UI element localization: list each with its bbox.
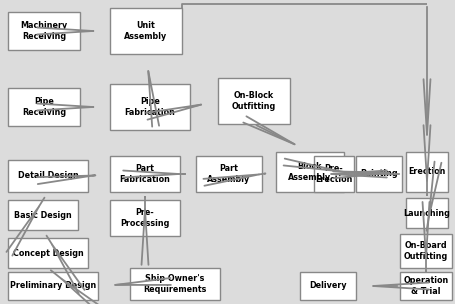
Bar (275, 152, 343, 192)
Text: Part
Fabrication: Part Fabrication (119, 164, 170, 184)
Text: Painting: Painting (359, 170, 397, 178)
Bar (405, 152, 447, 192)
Bar (196, 156, 262, 192)
Text: Concept Design: Concept Design (13, 248, 83, 257)
Bar (405, 198, 447, 228)
Bar (399, 234, 451, 268)
Bar (110, 8, 182, 54)
Text: Machinery
Receiving: Machinery Receiving (20, 21, 67, 41)
Text: Operation
& Trial: Operation & Trial (403, 276, 448, 296)
Text: Part
Assembly: Part Assembly (207, 164, 250, 184)
Text: Block
Assembly: Block Assembly (288, 162, 331, 182)
Bar (110, 200, 180, 236)
Bar (8, 272, 98, 300)
Text: Ship Owner's
Requirements: Ship Owner's Requirements (143, 274, 206, 294)
Text: Preliminary Design: Preliminary Design (10, 282, 96, 291)
Text: Pre-
Processing: Pre- Processing (120, 208, 169, 228)
Bar (355, 156, 401, 192)
Text: Launching: Launching (403, 209, 450, 217)
Bar (217, 78, 289, 124)
Text: Pre-
Erection: Pre- Erection (314, 164, 352, 184)
Text: Pipe
Fabrication: Pipe Fabrication (124, 97, 175, 117)
Text: Detail Design: Detail Design (18, 171, 78, 181)
Bar (8, 160, 88, 192)
Bar (399, 272, 451, 300)
Text: Erection: Erection (407, 168, 445, 177)
Bar (8, 88, 80, 126)
Bar (8, 238, 88, 268)
Text: Unit
Assembly: Unit Assembly (124, 21, 167, 41)
Bar (110, 84, 190, 130)
Text: Basic Design: Basic Design (14, 210, 72, 219)
Text: On-Board
Outfitting: On-Board Outfitting (403, 241, 447, 261)
Text: Pipe
Receiving: Pipe Receiving (22, 97, 66, 117)
Bar (130, 268, 219, 300)
Bar (299, 272, 355, 300)
Bar (110, 156, 180, 192)
Text: On-Block
Outfitting: On-Block Outfitting (231, 91, 276, 111)
Bar (313, 156, 353, 192)
Bar (8, 12, 80, 50)
Text: Delivery: Delivery (308, 282, 346, 291)
Bar (8, 200, 78, 230)
